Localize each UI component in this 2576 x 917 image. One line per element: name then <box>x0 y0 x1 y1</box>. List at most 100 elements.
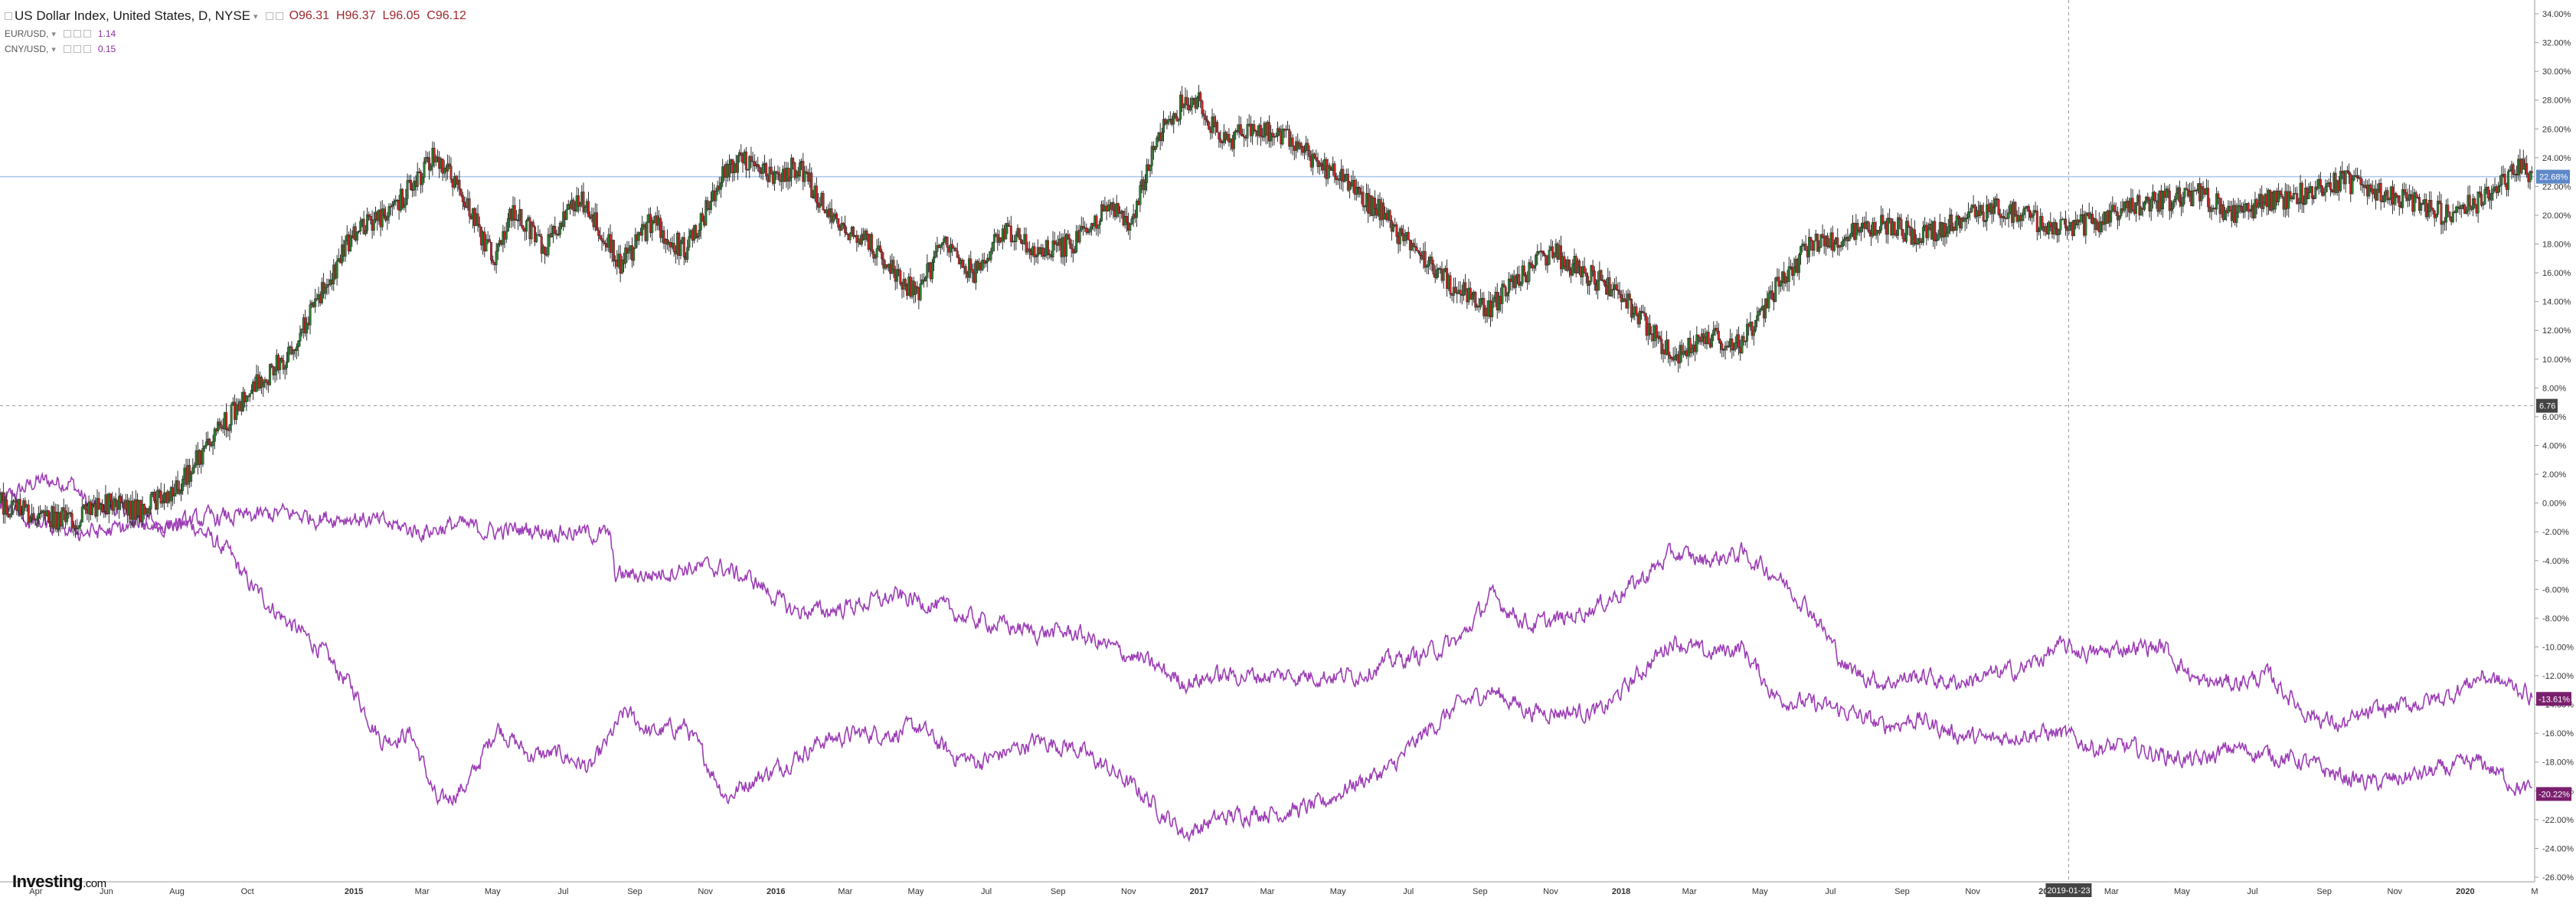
candle <box>2228 201 2231 212</box>
candle <box>2277 183 2280 206</box>
collapse-icon[interactable] <box>5 12 12 20</box>
candle <box>309 300 312 335</box>
candle <box>1655 323 1658 347</box>
candle <box>66 504 69 526</box>
candle <box>2200 182 2203 206</box>
compare-last-label: -13.61% <box>2538 695 2570 704</box>
candle <box>2310 185 2313 205</box>
candle <box>1427 256 1430 275</box>
candle <box>1414 237 1417 254</box>
candle <box>2447 198 2450 218</box>
candle <box>2257 193 2260 209</box>
compare-legend-cnyusd[interactable]: CNY/USD, ▾ 0.15 <box>5 41 466 57</box>
candle <box>2279 189 2282 199</box>
x-tick-label: 20 <box>2038 887 2048 896</box>
candle <box>1635 303 1638 317</box>
x-tick-label: Oct <box>241 887 254 896</box>
candle <box>1419 247 1422 264</box>
candle <box>943 235 946 252</box>
candle <box>1127 212 1130 235</box>
candle <box>1181 86 1184 113</box>
candle <box>2215 187 2218 215</box>
candle <box>1432 259 1435 277</box>
candle <box>1271 129 1274 146</box>
settings-icon[interactable] <box>73 30 81 38</box>
eye-icon[interactable] <box>63 45 71 53</box>
close-icon[interactable] <box>83 30 91 38</box>
candle <box>757 156 760 172</box>
candle <box>837 218 840 231</box>
candle <box>1165 119 1169 129</box>
candle <box>2529 170 2532 190</box>
candle <box>1898 214 1901 230</box>
candle <box>2118 215 2121 226</box>
candle <box>2376 183 2379 201</box>
candle <box>1524 272 1527 283</box>
candle <box>969 251 973 279</box>
candle <box>1659 331 1662 342</box>
candle <box>1048 249 1051 260</box>
candle <box>1793 257 1796 286</box>
candle <box>80 499 83 522</box>
candle <box>2424 193 2427 220</box>
candle <box>899 267 902 287</box>
open-label: O <box>289 9 299 22</box>
eye-icon[interactable] <box>63 30 71 38</box>
candle <box>727 154 731 182</box>
candle <box>476 205 479 232</box>
candle <box>306 316 309 341</box>
candle <box>744 146 747 178</box>
candle <box>362 211 365 235</box>
candle <box>1191 95 1194 115</box>
candle <box>1529 256 1532 269</box>
x-tick-label: Aug <box>169 887 185 896</box>
candle <box>2437 195 2440 218</box>
chevron-down-icon[interactable]: ▾ <box>51 44 56 54</box>
eye-icon[interactable] <box>265 12 273 20</box>
candle <box>1742 332 1745 346</box>
candle <box>359 217 362 235</box>
candle <box>2007 205 2010 228</box>
candle <box>386 212 389 230</box>
candle <box>1581 260 1584 287</box>
candle <box>1276 121 1279 142</box>
candle <box>217 418 220 434</box>
x-tick-label: Sep <box>1894 887 1910 896</box>
candle <box>1357 181 1360 198</box>
y-tick-label: -18.00% <box>2542 758 2574 768</box>
candle <box>1950 209 1953 231</box>
main-series-title: US Dollar Index, United States, D, NYSE <box>15 8 251 23</box>
candle <box>76 519 79 535</box>
candle <box>2287 184 2290 218</box>
candle <box>1918 233 1921 249</box>
candle <box>110 493 113 508</box>
settings-icon[interactable] <box>275 12 283 20</box>
main-series-legend[interactable]: US Dollar Index, United States, D, NYSE … <box>5 6 466 26</box>
candle <box>1721 341 1724 358</box>
candle <box>1576 257 1579 273</box>
chevron-down-icon[interactable]: ▾ <box>253 11 258 21</box>
candle <box>1177 118 1180 126</box>
candle <box>1945 223 1948 244</box>
candle <box>832 212 835 224</box>
candle <box>228 424 231 440</box>
candle <box>2507 169 2510 197</box>
candle <box>27 499 30 525</box>
settings-icon[interactable] <box>73 45 81 53</box>
close-icon[interactable] <box>83 45 91 53</box>
chevron-down-icon[interactable]: ▾ <box>51 29 56 39</box>
candle <box>1601 274 1604 283</box>
candle <box>1284 125 1287 138</box>
time-axis[interactable]: Apr Jun Aug Oct 2015 Mar May Jul Sep Nov 2016 Mar Ma… <box>0 881 2538 897</box>
candle <box>2410 190 2413 200</box>
candle <box>1143 174 1146 195</box>
candle <box>1400 225 1403 237</box>
compare-legend-eurusd[interactable]: EUR/USD, ▾ 1.14 <box>5 26 466 41</box>
candle <box>1286 120 1290 130</box>
candle <box>946 236 949 256</box>
candle <box>695 224 698 239</box>
candle <box>2368 178 2371 199</box>
price-axis[interactable]: 34.00% 32.00% 30.00% 28.00% 26.00% 24.00% 22.0… <box>2534 0 2574 883</box>
candle <box>951 239 954 257</box>
